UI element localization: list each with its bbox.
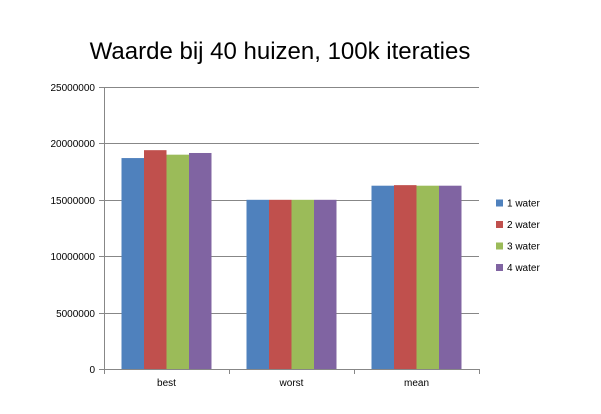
bar-best-3	[189, 152, 212, 369]
y-tick-label: 10000000	[51, 252, 96, 263]
legend-label: 2 water	[507, 220, 540, 231]
legend-label: 4 water	[507, 263, 540, 274]
bar-best-1	[144, 150, 167, 369]
bar-best-2	[166, 154, 189, 369]
bar-mean-2	[416, 185, 439, 369]
legend-swatch	[496, 221, 503, 228]
y-tick-label: 25000000	[51, 83, 96, 94]
bar-mean-1	[394, 185, 417, 369]
x-tick-label: mean	[404, 378, 429, 389]
bar-mean-0	[371, 185, 394, 369]
bar-worst-3	[314, 199, 337, 369]
legend-label: 3 water	[507, 242, 540, 253]
legend-label: 1 water	[507, 199, 540, 210]
x-tick-label: best	[157, 378, 176, 389]
bar-worst-1	[269, 199, 292, 369]
legend-swatch	[496, 264, 503, 271]
y-tick-label: 15000000	[51, 196, 96, 207]
y-axis: 0 5000000 10000000 15000000 20000000 25000000	[51, 83, 105, 376]
legend-swatch	[496, 199, 503, 207]
y-tick-label: 5000000	[56, 309, 95, 320]
legend-swatch	[496, 242, 503, 250]
chart-title: Waarde bij 40 huizen, 100k iteraties	[90, 38, 471, 65]
x-axis: best worst mean	[104, 369, 480, 389]
bars	[121, 150, 462, 369]
y-tick-label: 20000000	[51, 139, 96, 150]
bar-best-0	[121, 158, 144, 369]
bar-worst-0	[246, 199, 269, 369]
y-tick-label: 0	[89, 365, 95, 376]
bar-mean-3	[439, 185, 462, 369]
legend: 1 water 2 water 3 water 4 water	[496, 199, 540, 274]
x-tick-label: worst	[279, 378, 304, 389]
bar-worst-2	[291, 199, 314, 369]
